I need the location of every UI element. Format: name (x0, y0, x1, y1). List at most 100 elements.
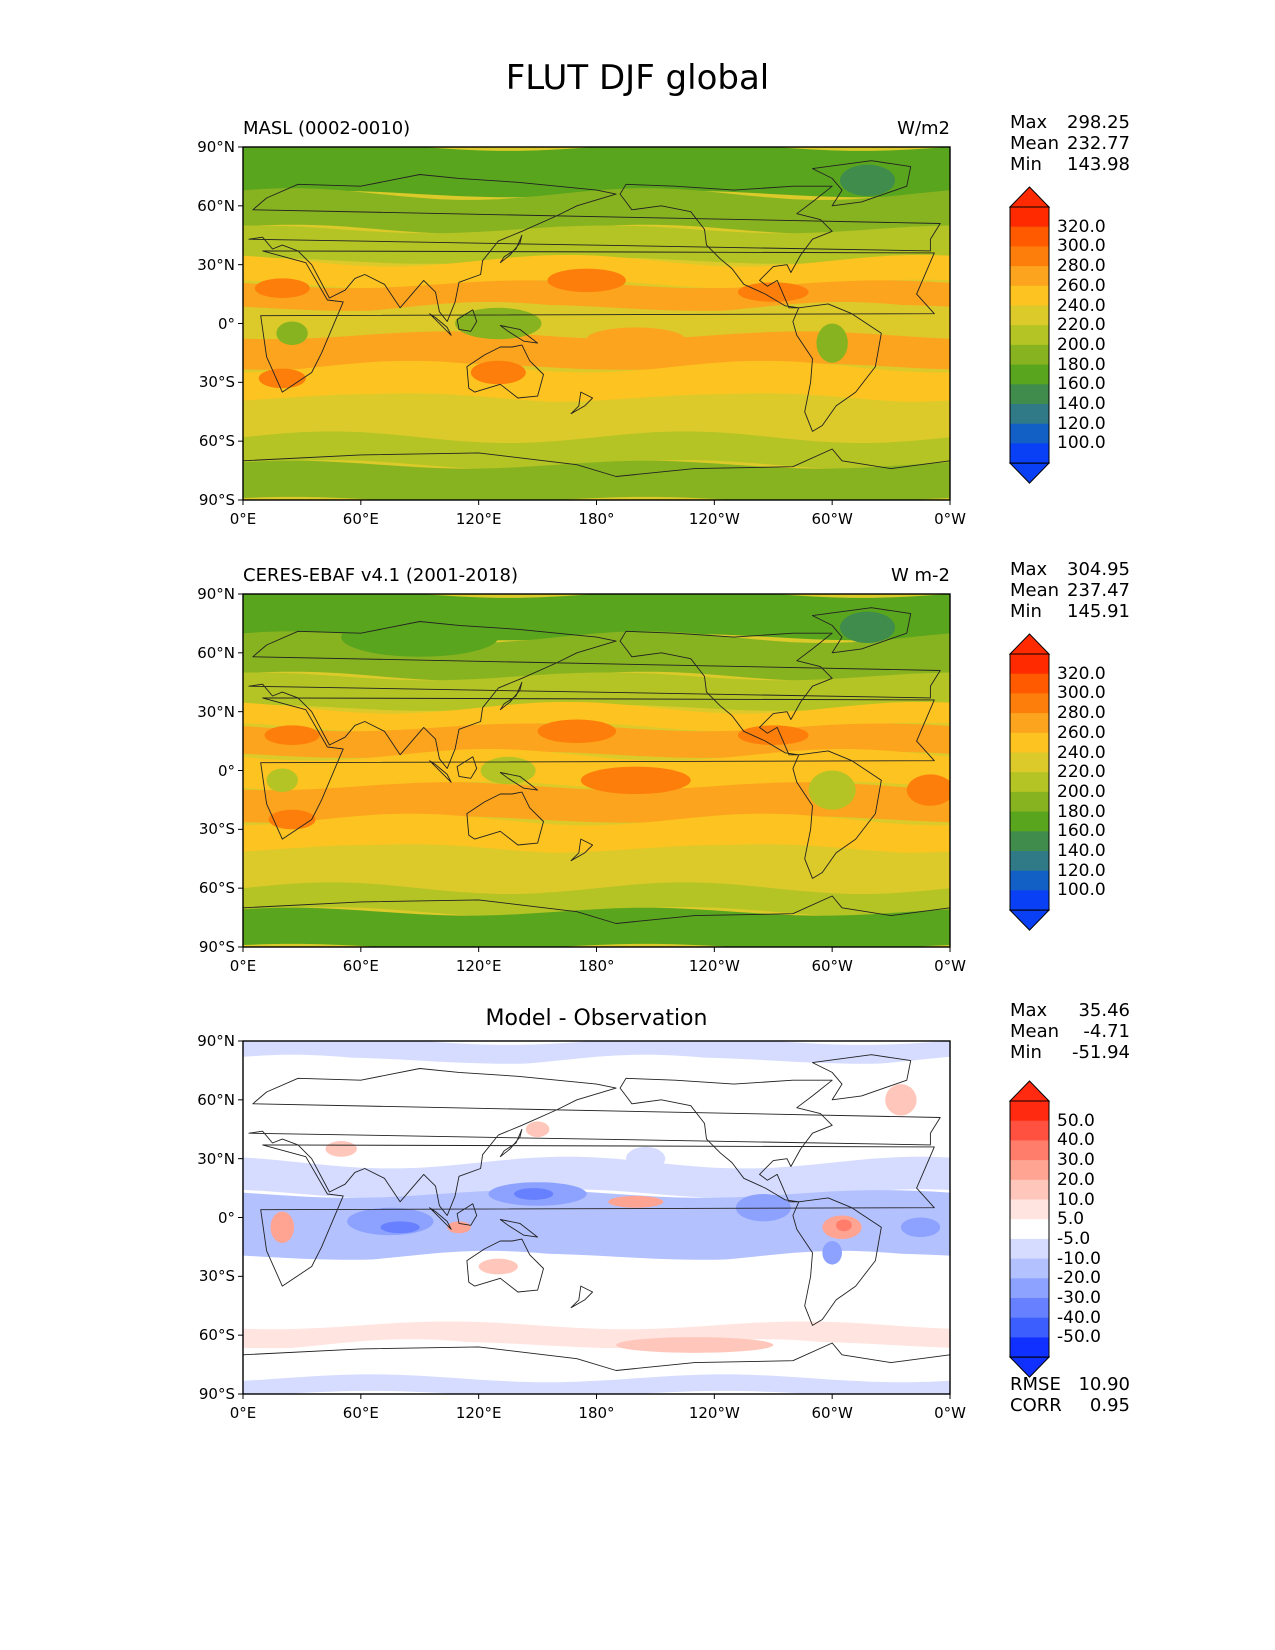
colorbar-segment (1010, 1219, 1049, 1240)
colorbar-label: 120.0 (1057, 860, 1106, 881)
colorbar-label: 40.0 (1057, 1130, 1095, 1151)
coastline (499, 234, 523, 264)
stat-value-max: 298.25 (1067, 112, 1130, 133)
coastline (260, 1144, 935, 1287)
coastline (570, 391, 594, 415)
lat-tick-label: 30°S (198, 820, 235, 839)
colorbar-label: 100.0 (1057, 433, 1106, 454)
panel-units: W m-2 (890, 565, 950, 586)
field-band (243, 1374, 950, 1394)
stat-value-max: 35.46 (1078, 1000, 1130, 1021)
lon-tick-label: 0°W (934, 1404, 966, 1422)
colorbar-label: 320.0 (1057, 663, 1106, 684)
coastline (570, 1285, 594, 1309)
field-anomaly (270, 1211, 295, 1243)
colorbar-frame (1009, 206, 1050, 464)
lat-tick-label: 0° (217, 314, 235, 333)
stat-value-min: 145.91 (1067, 601, 1130, 622)
field-anomaly (816, 323, 848, 363)
colorbar-segment (1010, 364, 1049, 385)
lon-tick-label: 120°W (688, 1404, 740, 1422)
coastline (429, 313, 452, 336)
field-anomaly (266, 768, 298, 793)
field-band (243, 360, 950, 403)
colorbar-segment (1010, 1337, 1049, 1358)
colorbar-segment (1010, 443, 1049, 464)
field-anomaly (580, 766, 691, 795)
field-anomaly (268, 809, 316, 830)
coastline (499, 325, 539, 344)
panel-units: W/m2 (897, 118, 950, 139)
coastline (499, 772, 539, 791)
coastline (248, 621, 941, 769)
colorbar-label: 240.0 (1057, 295, 1106, 316)
colorbar-segment (1010, 1298, 1049, 1319)
field-anomaly (455, 307, 542, 340)
field-anomaly (254, 278, 310, 299)
field-anomaly (341, 617, 499, 657)
stat-label-max: Max (1010, 1000, 1048, 1021)
coastline (260, 250, 935, 393)
colorbar-segment (1010, 1278, 1049, 1299)
field-anomaly (525, 1121, 550, 1138)
field-anomaly (885, 1084, 917, 1116)
stat-label-max: Max (1010, 112, 1048, 133)
stat-value-rmse: 10.90 (1078, 1374, 1130, 1395)
lon-tick-label: 120°E (455, 510, 502, 528)
colorbar-segment (1010, 851, 1049, 872)
colorbar-frame (1009, 653, 1050, 911)
panel-center-title: Model - Observation (485, 1006, 708, 1031)
lat-tick-label: 30°S (198, 1267, 235, 1286)
field-anomaly (906, 774, 950, 806)
colorbar-segment (1010, 1120, 1049, 1141)
stat-value-mean: 237.47 (1067, 580, 1130, 601)
colorbar-segment (1010, 344, 1049, 366)
colorbar-segment (1010, 404, 1049, 425)
coastline (260, 697, 935, 840)
lon-tick-label: 0°E (229, 1404, 257, 1422)
lat-tick-label: 60°N (197, 1090, 235, 1109)
colorbar-segment (1010, 673, 1049, 694)
lat-tick-label: 60°N (197, 643, 235, 662)
colorbar-label: 100.0 (1057, 880, 1106, 901)
field-anomaly (547, 268, 626, 293)
colorbar-segment (1010, 713, 1049, 734)
stat-value-min: 143.98 (1067, 154, 1130, 175)
colorbar-label: 120.0 (1057, 413, 1106, 434)
lat-tick-label: 60°S (198, 1326, 235, 1345)
field-anomaly (616, 1337, 774, 1353)
field-band (243, 188, 950, 234)
coastline (792, 1197, 882, 1326)
colorbar-segment (1010, 325, 1049, 346)
coastline (243, 448, 950, 500)
field-band (243, 702, 950, 732)
colorbar-label: 50.0 (1057, 1110, 1095, 1131)
stat-label-corr: CORR (1010, 1395, 1062, 1416)
lat-tick-label: 90°S (198, 938, 235, 956)
lon-tick-label: 120°W (688, 957, 740, 975)
coastline (619, 183, 833, 309)
lat-tick-label: 0° (217, 761, 235, 780)
coastline (619, 1077, 833, 1203)
colorbar-label: -40.0 (1057, 1307, 1101, 1328)
stat-value-max: 304.95 (1067, 559, 1130, 580)
lon-tick-label: 180° (578, 1404, 615, 1422)
coastline (456, 1203, 478, 1226)
colorbar-segment (1010, 870, 1049, 891)
field-anomaly (470, 360, 526, 385)
field-anomaly (855, 1158, 927, 1179)
field-band (243, 845, 950, 892)
field-band (243, 749, 950, 791)
colorbar-label: 280.0 (1057, 703, 1106, 724)
stat-value-corr: 0.95 (1089, 1395, 1130, 1416)
colorbar-segment (1010, 811, 1049, 832)
colorbar-label: 300.0 (1057, 236, 1106, 257)
colorbar-bottom-extend (1008, 1356, 1051, 1378)
colorbar-segment (1010, 1160, 1049, 1181)
colorbar-segment (1010, 654, 1049, 675)
field-layer (243, 147, 950, 500)
colorbar-bottom-extend (1008, 462, 1051, 484)
field-anomaly (840, 164, 896, 197)
colorbar-label: -20.0 (1057, 1268, 1101, 1289)
field-anomaly (737, 282, 809, 302)
